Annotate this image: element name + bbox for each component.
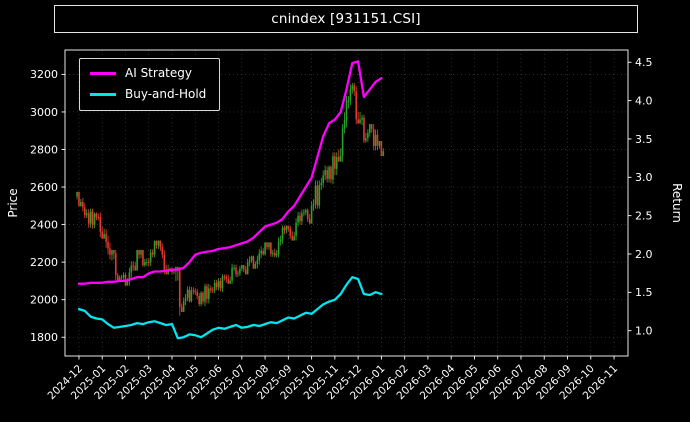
chart-title: cnindex [931151.CSI] bbox=[271, 11, 421, 27]
legend-item-buy-and-hold: Buy-and-Hold bbox=[90, 87, 206, 101]
svg-text:2.0: 2.0 bbox=[635, 248, 653, 261]
svg-text:2000: 2000 bbox=[30, 293, 58, 306]
svg-text:2200: 2200 bbox=[30, 256, 58, 269]
buy-and-hold-line-swatch bbox=[90, 92, 116, 96]
svg-text:2600: 2600 bbox=[30, 181, 58, 194]
y-axis-label-return: Return bbox=[670, 183, 684, 223]
svg-text:4.0: 4.0 bbox=[635, 94, 653, 107]
y-axis-label-price: Price bbox=[6, 188, 20, 218]
svg-text:2800: 2800 bbox=[30, 143, 58, 156]
svg-text:1.0: 1.0 bbox=[635, 324, 653, 337]
svg-text:3.0: 3.0 bbox=[635, 171, 653, 184]
chart-title-box: cnindex [931151.CSI] bbox=[54, 5, 638, 33]
svg-text:3.5: 3.5 bbox=[635, 133, 653, 146]
ai-strategy-line-swatch bbox=[90, 71, 116, 75]
legend-label-buy-and-hold: Buy-and-Hold bbox=[125, 87, 207, 101]
svg-text:1.5: 1.5 bbox=[635, 286, 653, 299]
svg-text:1800: 1800 bbox=[30, 331, 58, 344]
legend-item-ai-strategy: AI Strategy bbox=[90, 66, 206, 80]
svg-text:3000: 3000 bbox=[30, 106, 58, 119]
legend: AI Strategy Buy-and-Hold bbox=[79, 58, 221, 111]
legend-label-ai-strategy: AI Strategy bbox=[125, 66, 192, 80]
svg-text:3200: 3200 bbox=[30, 68, 58, 81]
svg-text:4.5: 4.5 bbox=[635, 56, 653, 69]
svg-text:2400: 2400 bbox=[30, 218, 58, 231]
svg-text:2.5: 2.5 bbox=[635, 209, 653, 222]
